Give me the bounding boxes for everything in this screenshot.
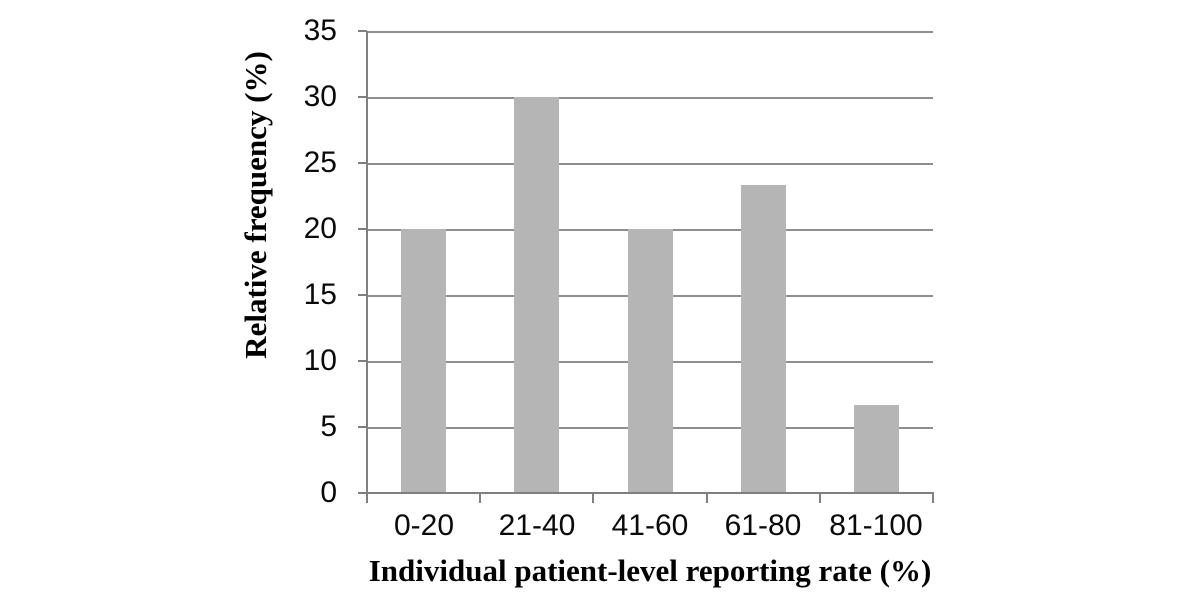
y-tick-label: 30 bbox=[303, 80, 337, 113]
bar-81-100 bbox=[854, 405, 899, 493]
x-tick-mark bbox=[592, 494, 594, 503]
y-tick-mark bbox=[358, 30, 367, 32]
y-tick-mark bbox=[358, 492, 367, 494]
x-axis-title: Individual patient-level reporting rate … bbox=[368, 553, 932, 588]
x-tick-mark bbox=[479, 494, 481, 503]
x-tick-mark bbox=[932, 494, 934, 503]
x-tick-label: 81-100 bbox=[829, 509, 923, 542]
bar-41-60 bbox=[628, 229, 673, 493]
y-tick-label: 5 bbox=[320, 410, 337, 443]
y-tick-label: 20 bbox=[303, 212, 337, 245]
x-tick-label: 41-60 bbox=[611, 509, 689, 542]
x-tick-label: 0-20 bbox=[393, 509, 455, 542]
y-tick-label: 10 bbox=[303, 344, 337, 377]
y-tick-mark bbox=[358, 294, 367, 296]
y-tick-label: 15 bbox=[303, 278, 337, 311]
bar-0-20 bbox=[401, 229, 446, 493]
y-tick-label: 25 bbox=[303, 146, 337, 179]
gridline bbox=[367, 31, 933, 33]
gridline bbox=[367, 97, 933, 99]
y-tick-mark bbox=[358, 426, 367, 428]
y-tick-mark bbox=[358, 162, 367, 164]
y-tick-mark bbox=[358, 228, 367, 230]
x-tick-label: 21-40 bbox=[498, 509, 576, 542]
y-tick-label: 35 bbox=[303, 14, 337, 47]
x-axis-line bbox=[366, 492, 934, 494]
bar-61-80 bbox=[741, 185, 786, 493]
bar-21-40 bbox=[514, 97, 559, 493]
x-tick-mark bbox=[819, 494, 821, 503]
x-tick-label: 61-80 bbox=[724, 509, 802, 542]
y-tick-label: 0 bbox=[320, 476, 337, 509]
y-tick-mark bbox=[358, 96, 367, 98]
plot-area bbox=[367, 31, 933, 493]
y-tick-mark bbox=[358, 360, 367, 362]
x-tick-mark bbox=[366, 494, 368, 503]
x-tick-mark bbox=[706, 494, 708, 503]
gridline bbox=[367, 163, 933, 165]
y-axis-line bbox=[366, 31, 368, 503]
